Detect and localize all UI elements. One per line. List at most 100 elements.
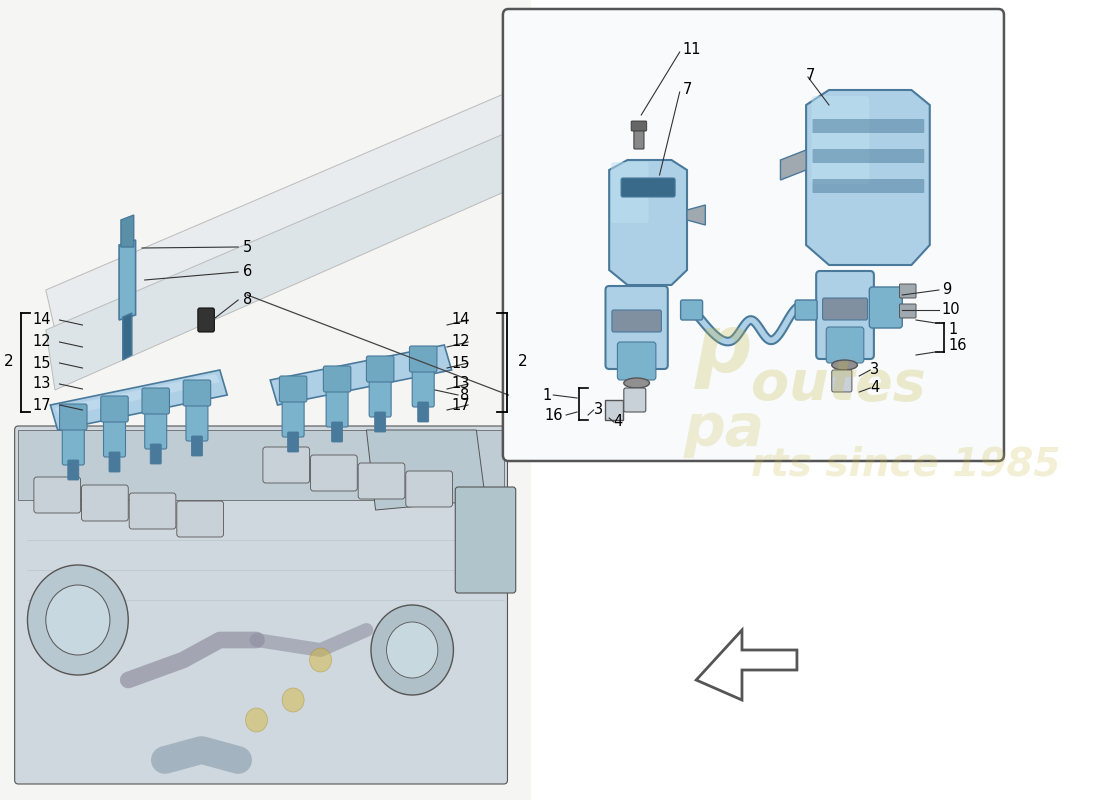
FancyBboxPatch shape xyxy=(177,501,223,537)
FancyBboxPatch shape xyxy=(191,436,202,456)
Circle shape xyxy=(282,688,304,712)
Polygon shape xyxy=(51,370,228,430)
Text: 4: 4 xyxy=(614,414,623,430)
FancyBboxPatch shape xyxy=(375,412,386,432)
FancyBboxPatch shape xyxy=(631,121,647,131)
Polygon shape xyxy=(366,430,485,510)
FancyBboxPatch shape xyxy=(198,308,214,332)
Text: 8: 8 xyxy=(460,387,469,402)
Polygon shape xyxy=(271,345,452,405)
FancyBboxPatch shape xyxy=(370,378,392,417)
Text: 15: 15 xyxy=(451,355,470,370)
FancyBboxPatch shape xyxy=(331,422,342,442)
Polygon shape xyxy=(806,90,930,265)
FancyBboxPatch shape xyxy=(832,370,851,392)
Text: 1: 1 xyxy=(542,387,551,402)
Text: 2: 2 xyxy=(4,354,14,370)
FancyBboxPatch shape xyxy=(823,298,868,320)
FancyBboxPatch shape xyxy=(279,376,307,402)
Ellipse shape xyxy=(624,378,649,388)
Text: 14: 14 xyxy=(451,313,470,327)
Polygon shape xyxy=(696,630,796,700)
Text: 11: 11 xyxy=(682,42,701,58)
FancyBboxPatch shape xyxy=(14,426,507,784)
FancyBboxPatch shape xyxy=(813,119,924,133)
FancyBboxPatch shape xyxy=(129,493,176,529)
FancyBboxPatch shape xyxy=(503,9,1004,461)
FancyBboxPatch shape xyxy=(813,149,924,163)
Polygon shape xyxy=(688,205,705,225)
FancyBboxPatch shape xyxy=(455,487,516,593)
FancyBboxPatch shape xyxy=(612,310,661,332)
Text: 15: 15 xyxy=(32,355,51,370)
FancyBboxPatch shape xyxy=(826,327,864,363)
FancyBboxPatch shape xyxy=(142,388,169,414)
FancyBboxPatch shape xyxy=(621,178,675,197)
Polygon shape xyxy=(46,130,531,390)
Text: 17: 17 xyxy=(32,398,51,413)
FancyBboxPatch shape xyxy=(326,388,348,427)
Circle shape xyxy=(245,708,267,732)
Text: 3: 3 xyxy=(870,362,879,378)
FancyBboxPatch shape xyxy=(81,485,129,521)
FancyBboxPatch shape xyxy=(795,300,817,320)
FancyBboxPatch shape xyxy=(812,96,869,184)
FancyBboxPatch shape xyxy=(109,452,120,472)
Text: 2: 2 xyxy=(518,354,527,370)
Ellipse shape xyxy=(832,360,857,370)
FancyBboxPatch shape xyxy=(681,300,703,320)
Bar xyxy=(0,0,531,800)
Text: 1: 1 xyxy=(948,322,957,338)
Text: 16: 16 xyxy=(544,407,563,422)
FancyBboxPatch shape xyxy=(605,286,668,369)
Polygon shape xyxy=(609,160,688,285)
Text: rts since 1985: rts since 1985 xyxy=(751,446,1060,484)
FancyBboxPatch shape xyxy=(366,356,394,382)
Text: 12: 12 xyxy=(32,334,51,350)
Text: 4: 4 xyxy=(870,381,880,395)
Circle shape xyxy=(28,565,129,675)
Polygon shape xyxy=(55,374,220,417)
Text: p: p xyxy=(695,311,752,389)
Polygon shape xyxy=(605,400,623,420)
FancyBboxPatch shape xyxy=(263,447,309,483)
Text: 13: 13 xyxy=(451,377,470,391)
Polygon shape xyxy=(781,150,806,180)
FancyBboxPatch shape xyxy=(184,380,211,406)
FancyBboxPatch shape xyxy=(624,388,646,412)
Circle shape xyxy=(386,622,438,678)
FancyBboxPatch shape xyxy=(617,342,656,380)
Text: 8: 8 xyxy=(243,293,252,307)
FancyBboxPatch shape xyxy=(310,455,358,491)
Text: 7: 7 xyxy=(806,67,815,82)
Text: 7: 7 xyxy=(682,82,692,98)
Text: 14: 14 xyxy=(32,313,51,327)
Text: 12: 12 xyxy=(451,334,470,350)
Text: 3: 3 xyxy=(594,402,603,418)
Text: 6: 6 xyxy=(243,265,252,279)
FancyBboxPatch shape xyxy=(103,418,125,457)
FancyBboxPatch shape xyxy=(323,366,351,392)
FancyBboxPatch shape xyxy=(34,477,80,513)
Polygon shape xyxy=(123,313,132,360)
FancyBboxPatch shape xyxy=(359,463,405,499)
FancyBboxPatch shape xyxy=(287,432,298,452)
Text: outes: outes xyxy=(751,358,926,412)
FancyBboxPatch shape xyxy=(59,404,87,430)
FancyBboxPatch shape xyxy=(68,460,79,480)
FancyBboxPatch shape xyxy=(409,346,437,372)
Circle shape xyxy=(46,585,110,655)
FancyBboxPatch shape xyxy=(151,444,162,464)
FancyBboxPatch shape xyxy=(412,368,434,407)
Polygon shape xyxy=(19,430,504,500)
FancyBboxPatch shape xyxy=(63,426,85,465)
FancyBboxPatch shape xyxy=(900,304,916,318)
FancyBboxPatch shape xyxy=(816,271,873,359)
FancyBboxPatch shape xyxy=(610,162,649,223)
Text: 9: 9 xyxy=(942,282,950,298)
FancyBboxPatch shape xyxy=(813,179,924,193)
FancyBboxPatch shape xyxy=(282,398,304,437)
Text: 17: 17 xyxy=(451,398,470,413)
FancyBboxPatch shape xyxy=(145,410,167,449)
Circle shape xyxy=(371,605,453,695)
